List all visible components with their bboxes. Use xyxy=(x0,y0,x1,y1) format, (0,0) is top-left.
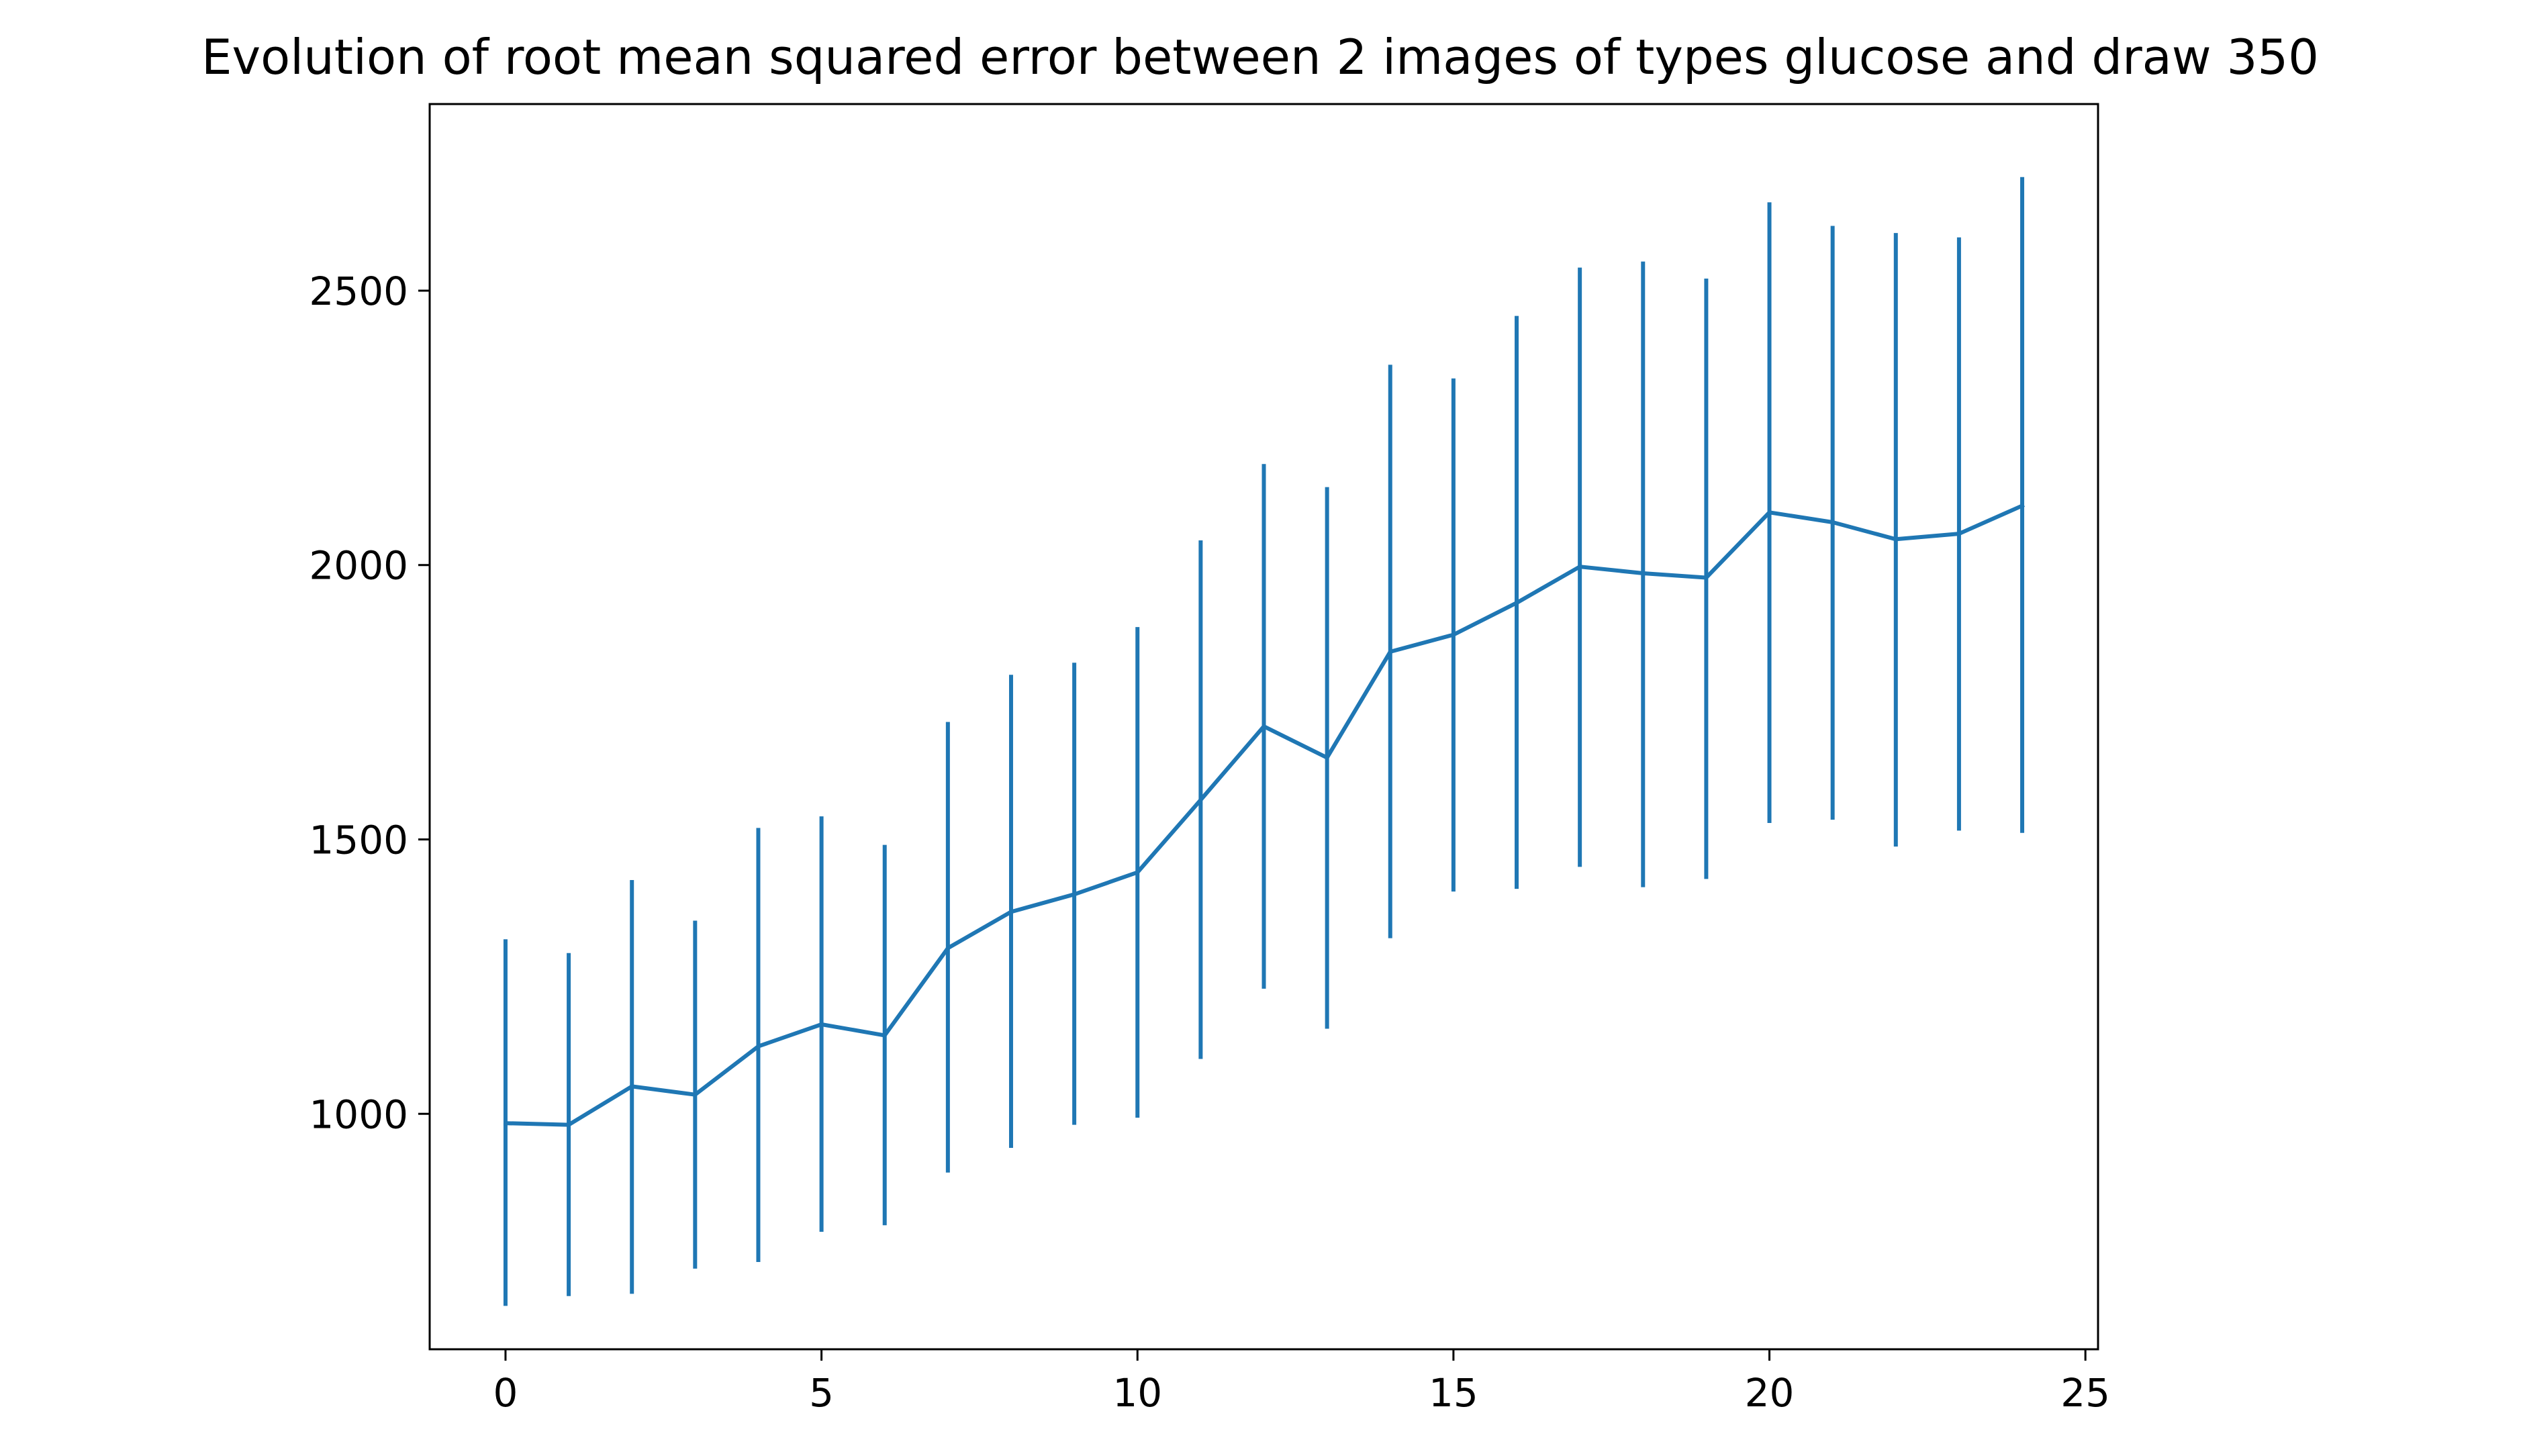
data-point xyxy=(1135,870,1140,875)
data-point xyxy=(945,946,950,951)
data-point xyxy=(503,1121,508,1126)
data-point xyxy=(2020,503,2025,508)
x-tick-label: 0 xyxy=(493,1370,518,1416)
x-tick-label: 20 xyxy=(1745,1370,1795,1416)
data-point xyxy=(819,1022,824,1027)
data-point xyxy=(1262,724,1266,729)
x-tick-label: 10 xyxy=(1112,1370,1162,1416)
plot-frame xyxy=(428,103,2099,1351)
x-tick-label: 25 xyxy=(2060,1370,2110,1416)
y-tick-label: 2000 xyxy=(309,543,408,589)
data-point xyxy=(1072,892,1077,897)
x-tick-label: 5 xyxy=(809,1370,834,1416)
chart-title: Evolution of root mean squared error bet… xyxy=(201,29,2319,85)
y-tick-label: 2500 xyxy=(309,269,408,314)
data-point xyxy=(1388,649,1392,654)
data-point xyxy=(1704,575,1709,580)
data-point xyxy=(1641,571,1646,575)
data-point xyxy=(1515,601,1519,605)
x-tick-label: 15 xyxy=(1429,1370,1478,1416)
data-point xyxy=(567,1122,571,1127)
y-tick-label: 1000 xyxy=(309,1091,408,1137)
axes-layer: 0 5 10 15 20 25 1000 1500 2000 2500 xyxy=(309,103,2110,1416)
data-point xyxy=(1767,510,1772,515)
data-point xyxy=(630,1084,634,1089)
series-layer xyxy=(503,177,2025,1306)
data-point xyxy=(1956,532,1961,536)
data-point xyxy=(1325,755,1329,760)
data-point xyxy=(882,1033,887,1038)
data-point xyxy=(1893,537,1898,542)
data-point xyxy=(1008,910,1013,914)
data-point xyxy=(693,1092,698,1097)
data-point xyxy=(1578,565,1582,569)
data-point xyxy=(1451,632,1456,637)
data-point xyxy=(1198,797,1203,802)
data-point xyxy=(756,1044,761,1049)
data-point xyxy=(1830,520,1835,524)
y-tick-label: 1500 xyxy=(309,818,408,863)
